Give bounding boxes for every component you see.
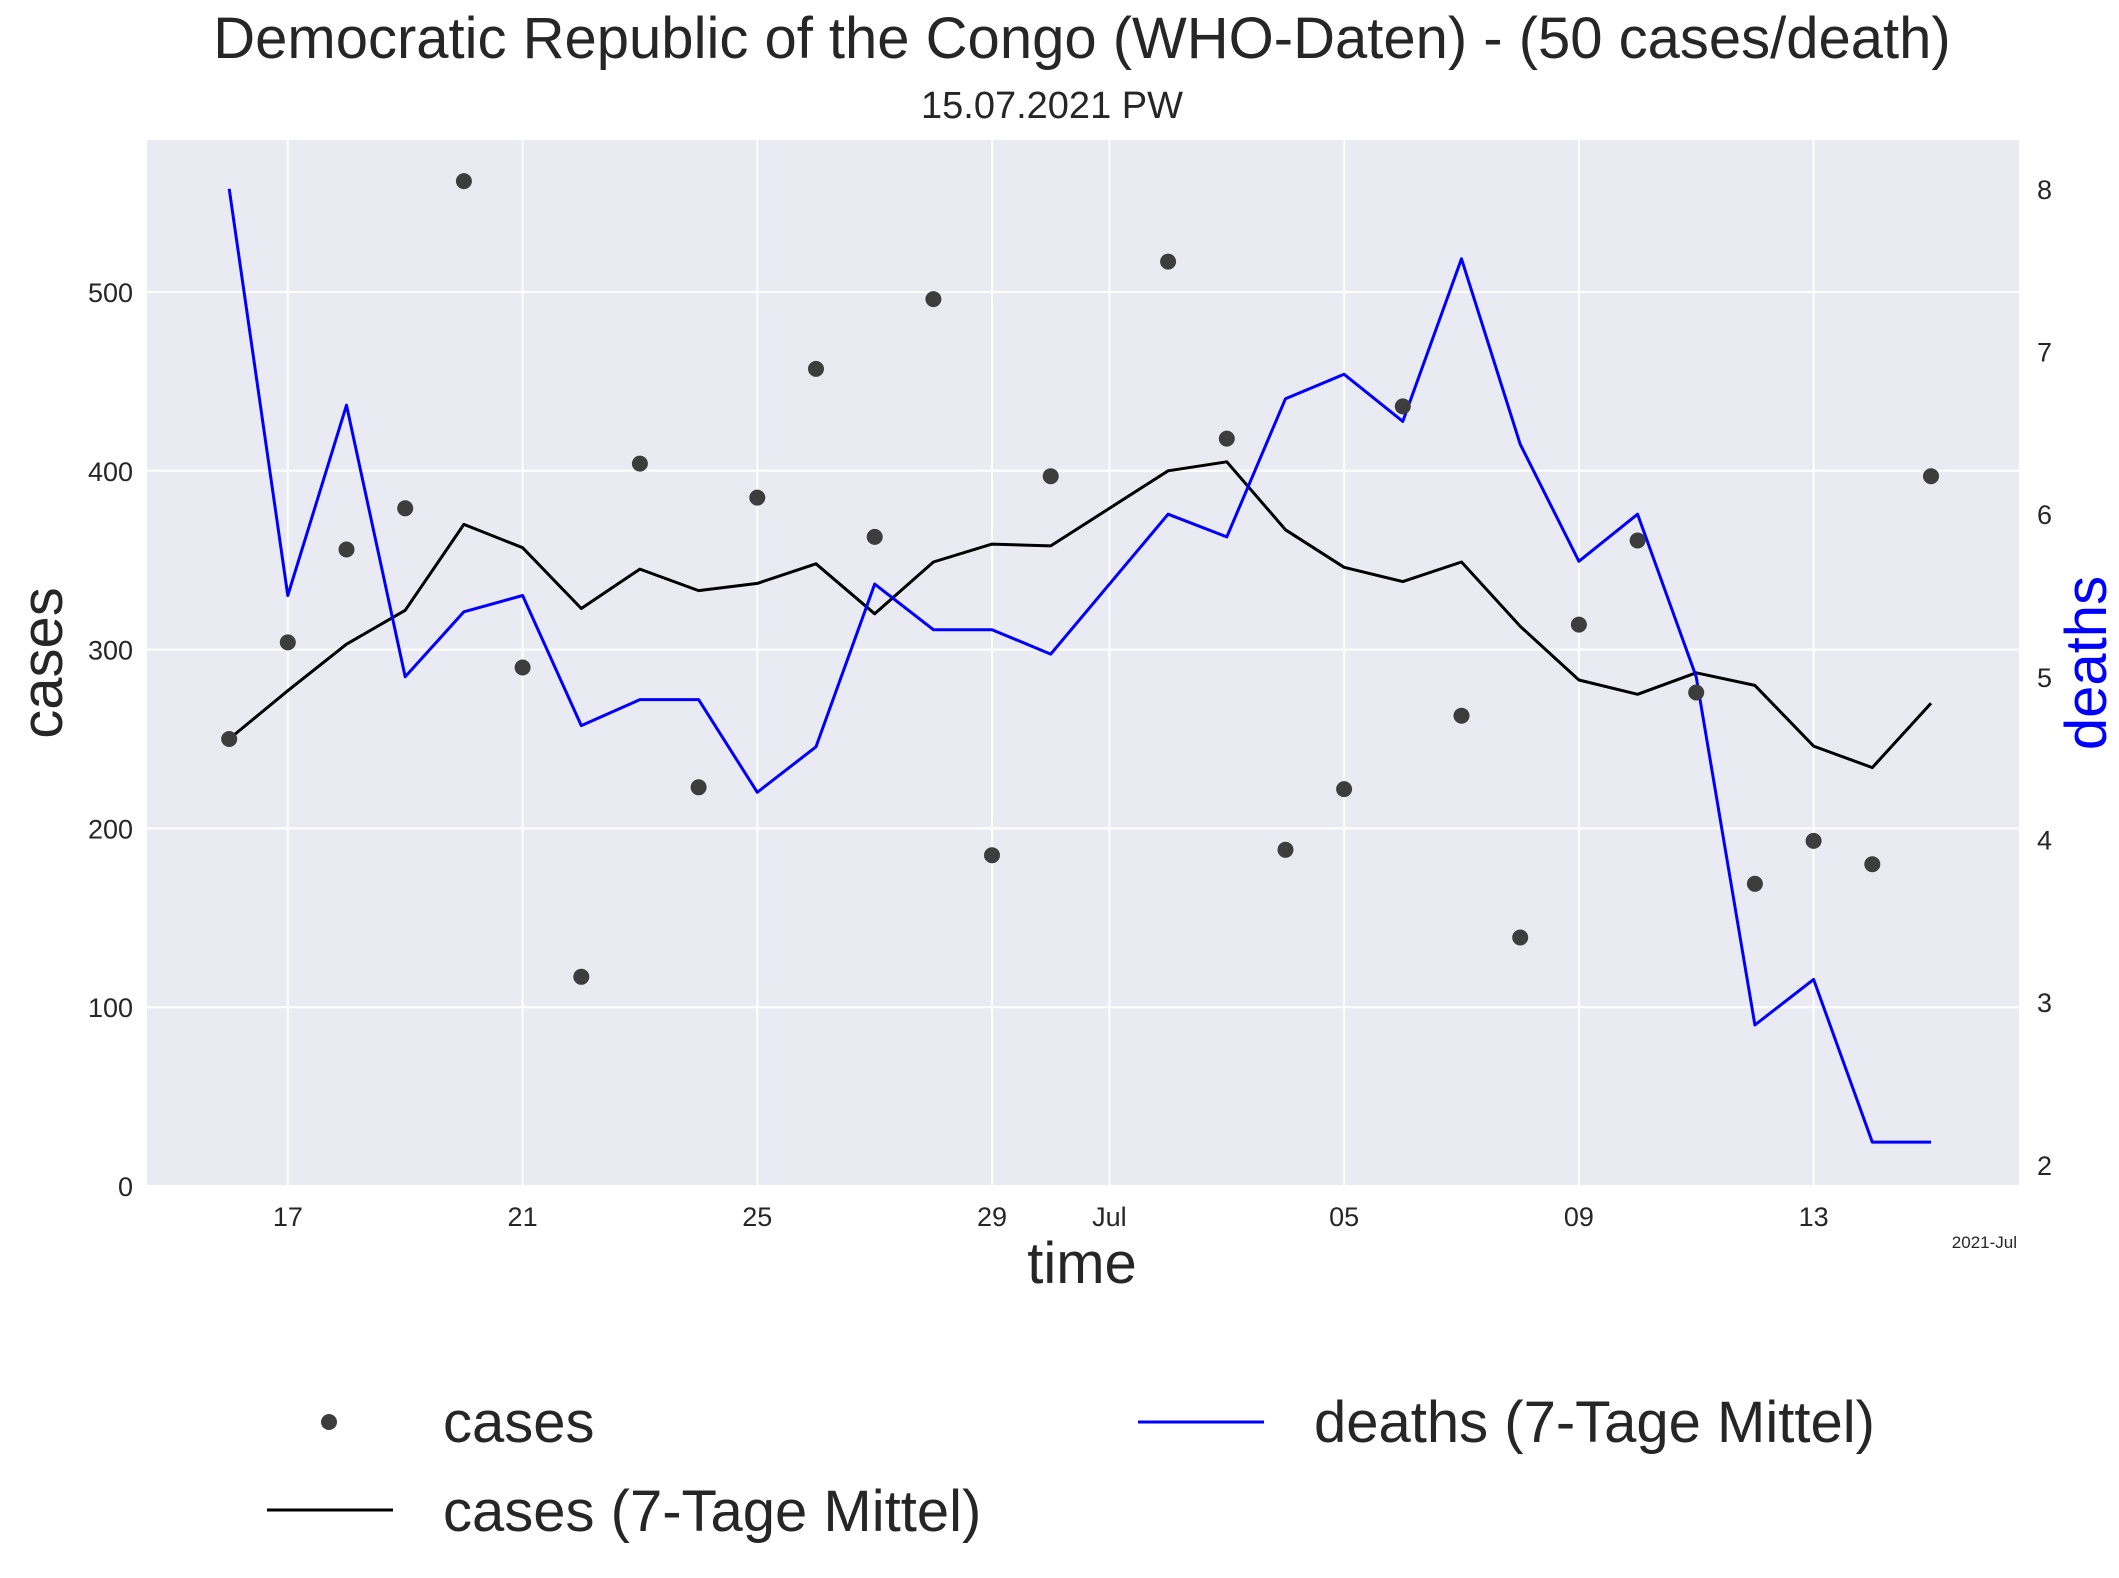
x-axis-corner-label: 2021-Jul — [1952, 1233, 2017, 1252]
x-tick-label: Jul — [1092, 1202, 1127, 1232]
cases-point — [1746, 875, 1763, 892]
cases-point — [808, 360, 824, 377]
y-tick-label-right: 7 — [2037, 337, 2052, 367]
cases-point — [1394, 398, 1411, 415]
chart-subtitle: 15.07.2021 PW — [921, 85, 1183, 127]
x-tick-label: 09 — [1564, 1202, 1594, 1232]
cases-7day-line — [228, 460, 1933, 770]
cases-point — [338, 541, 355, 558]
cases-point — [1688, 684, 1705, 701]
cases-scatter-series — [221, 173, 1939, 985]
y-tick-label-left: 300 — [88, 636, 133, 666]
y-axis-label-left: cases — [10, 587, 75, 739]
y-tick-label-left: 0 — [118, 1172, 133, 1202]
cases-point — [1218, 430, 1235, 447]
cases-point — [1923, 468, 1939, 485]
plot-area — [147, 140, 2019, 1186]
cases-point — [925, 291, 942, 308]
x-tick-label: 25 — [742, 1202, 772, 1232]
legend-cases-label: cases — [443, 1390, 595, 1455]
cases-point — [984, 847, 1000, 864]
chart-title: Democratic Republic of the Congo (WHO-Da… — [213, 6, 1950, 71]
y-tick-label-left: 200 — [88, 814, 133, 844]
cases-point — [866, 528, 883, 545]
cases-point — [631, 455, 648, 472]
cases-point — [1336, 781, 1353, 798]
cases-point — [514, 659, 531, 676]
right-axis-ticks: 2 3 4 5 6 7 8 — [2037, 175, 2052, 1181]
cases-point — [397, 500, 414, 517]
legend-cases-marker — [321, 1414, 337, 1430]
x-axis-label: time — [1027, 1231, 1137, 1296]
x-tick-label: 21 — [508, 1202, 538, 1232]
x-axis-ticks: 17 21 25 29 Jul 05 09 13 — [273, 1202, 1829, 1232]
cases-point — [455, 173, 472, 190]
y-tick-label-left: 400 — [88, 457, 133, 487]
x-tick-label: 17 — [273, 1202, 303, 1232]
x-tick-label: 29 — [977, 1202, 1007, 1232]
cases-point — [1864, 856, 1881, 873]
cases-point — [1453, 707, 1470, 724]
x-tick-label: 13 — [1799, 1202, 1829, 1232]
cases-point — [279, 634, 296, 651]
y-tick-label-right: 2 — [2037, 1151, 2052, 1181]
legend-item-cases: cases — [321, 1390, 595, 1455]
cases-point — [1512, 929, 1529, 946]
cases-point — [1160, 253, 1177, 270]
cases-point — [221, 731, 238, 747]
deaths-7day-line — [227, 188, 1931, 1144]
y-tick-label-right: 5 — [2037, 663, 2052, 693]
x-tick-label: 05 — [1329, 1202, 1359, 1232]
left-axis-ticks: 0 100 200 300 400 500 — [88, 278, 133, 1202]
y-axis-label-right: deaths — [2054, 576, 2119, 750]
deaths-7day-series — [227, 188, 1931, 1144]
grid-lines — [147, 140, 2019, 1187]
legend-item-cases-avg: cases (7-Tage Mittel) — [267, 1479, 981, 1544]
y-tick-label-left: 500 — [88, 278, 133, 308]
cases-point — [1042, 468, 1059, 485]
legend: cases cases (7-Tage Mittel) deaths (7-Ta… — [267, 1390, 1875, 1544]
cases-point — [1277, 841, 1294, 858]
y-tick-label-right: 6 — [2037, 500, 2052, 530]
y-tick-label-right: 8 — [2037, 175, 2052, 205]
cases-point — [690, 779, 707, 796]
cases-point — [1805, 832, 1822, 849]
y-tick-label-right: 4 — [2037, 826, 2052, 856]
cases-point — [749, 489, 766, 506]
legend-cases-avg-label: cases (7-Tage Mittel) — [443, 1479, 981, 1544]
legend-deaths-avg-label: deaths (7-Tage Mittel) — [1314, 1390, 1875, 1455]
y-tick-label-right: 3 — [2037, 988, 2052, 1018]
cases-7day-series — [228, 460, 1933, 770]
legend-item-deaths-avg: deaths (7-Tage Mittel) — [1138, 1390, 1875, 1455]
cases-point — [573, 968, 590, 985]
cases-point — [1629, 532, 1646, 549]
cases-point — [1570, 616, 1587, 633]
y-tick-label-left: 100 — [88, 993, 133, 1023]
